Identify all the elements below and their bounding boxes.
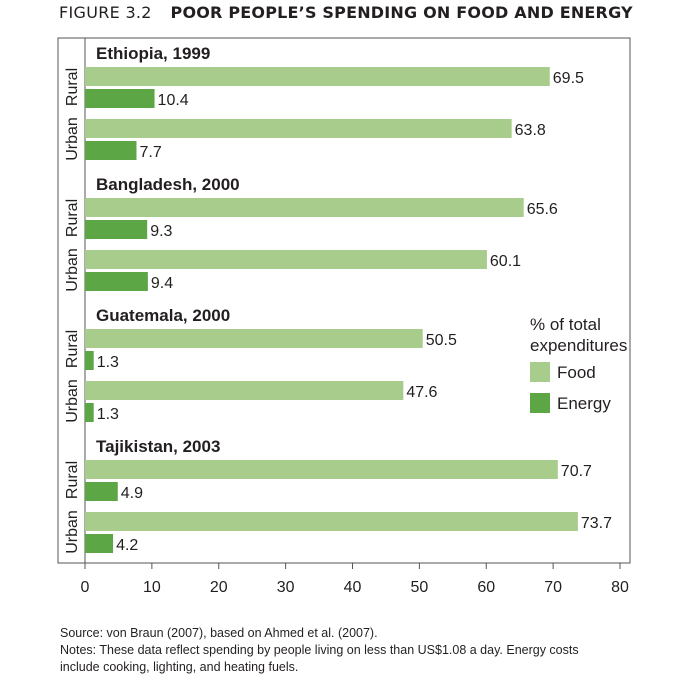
legend-title-line: % of total: [530, 315, 601, 334]
x-tick-label: 20: [210, 579, 228, 596]
energy-value-label: 10.4: [158, 92, 189, 109]
energy-value-label: 1.3: [97, 406, 119, 423]
chart-frame: [57, 37, 631, 564]
notes-line-2: include cooking, lighting, and heating f…: [60, 660, 299, 674]
area-label: Urban: [64, 248, 81, 292]
x-tick-label: 0: [81, 579, 90, 596]
area-label: Rural: [64, 199, 81, 237]
legend-swatch: [530, 393, 550, 413]
food-value-label: 63.8: [515, 122, 546, 139]
energy-value-label: 9.4: [151, 275, 173, 292]
area-label: Urban: [64, 117, 81, 161]
food-value-label: 70.7: [561, 463, 592, 480]
food-value-label: 50.5: [426, 332, 457, 349]
energy-value-label: 9.3: [150, 223, 172, 240]
energy-value-label: 1.3: [97, 354, 119, 371]
area-label: Rural: [64, 330, 81, 368]
energy-bar: [85, 141, 137, 160]
area-label: Urban: [64, 379, 81, 423]
figure-footer: Source: von Braun (2007), based on Ahmed…: [60, 625, 680, 676]
food-bar: [85, 250, 487, 269]
food-bar: [85, 67, 550, 86]
x-tick-label: 80: [611, 579, 629, 596]
energy-value-label: 7.7: [139, 144, 161, 161]
food-bar: [85, 460, 558, 479]
spending-chart: Ethiopia, 1999 69.5 10.4 Rural 63.8 7.7 Urban B…: [57, 37, 631, 596]
x-tick-label: 70: [544, 579, 562, 596]
notes-line-1: Notes: These data reflect spending by pe…: [60, 643, 579, 657]
figure-title: POOR PEOPLE’S SPENDING ON FOOD AND ENERG…: [170, 3, 633, 22]
food-value-label: 60.1: [490, 253, 521, 270]
figure-header: FIGURE 3.2 POOR PEOPLE’S SPENDING ON FOO…: [59, 3, 633, 23]
group-title: Guatemala, 2000: [96, 306, 230, 325]
energy-bar: [85, 272, 148, 291]
food-bar: [85, 512, 578, 531]
x-tick-label: 30: [277, 579, 295, 596]
x-tick-label: 10: [143, 579, 161, 596]
energy-bar: [85, 351, 94, 370]
legend-title-line: expenditures: [530, 336, 627, 355]
food-value-label: 73.7: [581, 515, 612, 532]
energy-bar: [85, 403, 94, 422]
source-note: Source: von Braun (2007), based on Ahmed…: [60, 626, 378, 640]
legend-label: Food: [557, 363, 596, 382]
area-label: Urban: [64, 510, 81, 554]
food-bar: [85, 119, 512, 138]
food-bar: [85, 198, 524, 217]
x-tick-label: 60: [477, 579, 495, 596]
legend-swatch: [530, 362, 550, 382]
area-label: Rural: [64, 68, 81, 106]
food-value-label: 47.6: [406, 384, 437, 401]
food-value-label: 65.6: [527, 201, 558, 218]
energy-value-label: 4.2: [116, 537, 138, 554]
energy-bar: [85, 482, 118, 501]
group-title: Ethiopia, 1999: [96, 44, 210, 63]
x-tick-label: 40: [344, 579, 362, 596]
group-title: Tajikistan, 2003: [96, 437, 220, 456]
food-value-label: 69.5: [553, 70, 584, 87]
area-label: Rural: [64, 461, 81, 499]
group-title: Bangladesh, 2000: [96, 175, 240, 194]
food-bar: [85, 381, 404, 400]
energy-bar: [85, 534, 114, 553]
energy-bar: [85, 89, 155, 108]
energy-value-label: 4.9: [121, 485, 143, 502]
figure-number: FIGURE 3.2: [59, 3, 152, 22]
legend-label: Energy: [557, 394, 611, 413]
x-tick-label: 50: [410, 579, 428, 596]
food-bar: [85, 329, 423, 348]
energy-bar: [85, 220, 148, 239]
